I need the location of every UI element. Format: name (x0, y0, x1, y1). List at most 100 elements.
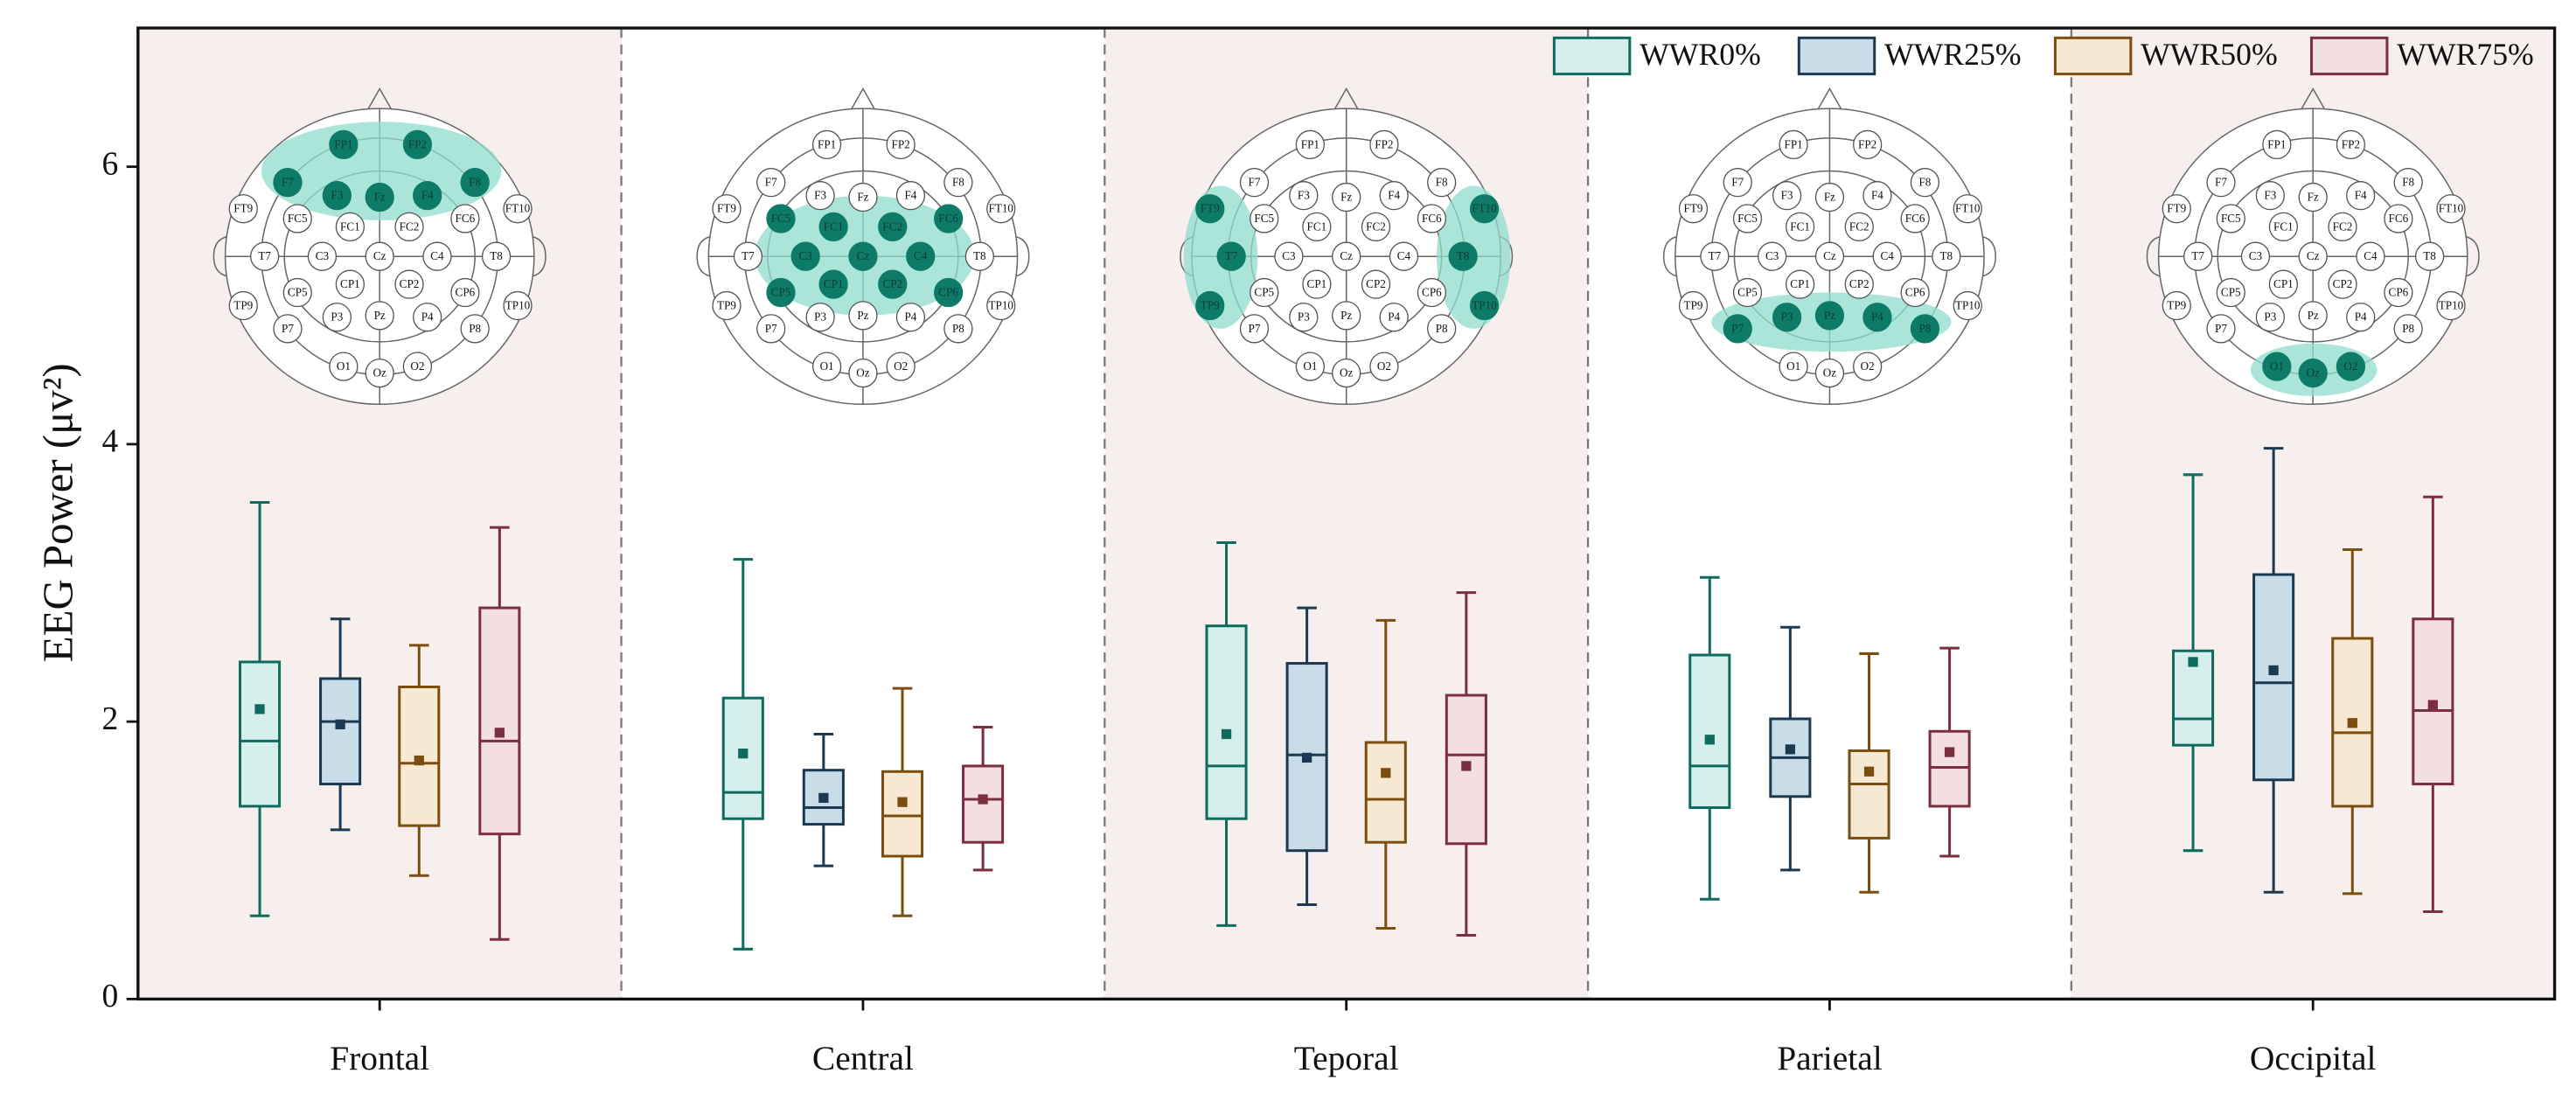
electrode-label: F3 (1298, 189, 1310, 202)
electrode-label: CP5 (2221, 285, 2241, 298)
electrode (1786, 212, 1815, 241)
electrode (1369, 129, 1399, 160)
electrode-label: CP2 (882, 277, 902, 290)
electrode-label: F8 (952, 176, 964, 189)
electrode-label: O2 (1377, 359, 1391, 373)
mean-marker (2347, 718, 2357, 728)
electrode (2268, 269, 2299, 299)
mean-marker (494, 728, 505, 738)
electrode (934, 277, 964, 308)
electrode (228, 290, 258, 321)
head-nose (1333, 87, 1361, 113)
electrode (1910, 168, 1940, 198)
electrode-label: FT10 (989, 202, 1014, 215)
electrode (1732, 277, 1763, 308)
electrode-label: F7 (2215, 176, 2227, 189)
electrode (1417, 204, 1447, 233)
electrode-label: Oz (373, 366, 386, 380)
electrode-label: T8 (490, 249, 503, 262)
electrode (1814, 358, 1845, 388)
electrode (450, 204, 480, 233)
head-nose (849, 87, 877, 113)
box (238, 660, 282, 808)
electrode-label: CP5 (771, 285, 791, 298)
electrode (906, 241, 936, 271)
electrode (365, 241, 394, 271)
electrode-label: FC2 (2333, 220, 2353, 233)
electrode (2336, 352, 2366, 381)
electrode-label: FP2 (892, 137, 910, 150)
mean-marker (818, 792, 829, 804)
head-ear (2146, 235, 2161, 277)
electrode (805, 181, 835, 211)
electrode (2414, 241, 2445, 271)
mean-marker (1704, 735, 1715, 745)
electrode (1723, 168, 1752, 198)
electrode-label: F4 (1388, 189, 1400, 202)
electrode-label: FP2 (408, 137, 427, 150)
electrode-label: TP9 (1684, 299, 1703, 312)
electrode (2384, 204, 2413, 233)
electrode-label: F7 (765, 176, 777, 189)
electrode (1332, 182, 1361, 213)
electrode (2255, 181, 2285, 211)
electrode-label: CP2 (1366, 277, 1386, 290)
electrode (282, 277, 312, 308)
electrode (1910, 314, 1940, 344)
electrode (1379, 303, 1409, 332)
legend-label: WWR0% (1640, 37, 1761, 72)
electrode-label: FC6 (938, 212, 958, 225)
electrode (1332, 358, 1361, 388)
electrode (2298, 358, 2328, 388)
electrode (2393, 314, 2423, 344)
electrode (1379, 181, 1409, 211)
electrode-label: Fz (1824, 191, 1835, 204)
electrode-label: P8 (1436, 322, 1448, 335)
electrode (365, 358, 394, 388)
electrode-label: F4 (2355, 189, 2367, 202)
electrode (895, 181, 926, 211)
electrode-label: Pz (2308, 309, 2319, 322)
head-map: FP1 FP2 F7 F3 Fz F4 F8 FT9 FC5 FC1 FC2 FC6 FT10 T7 C3 C… (1662, 87, 1996, 406)
electrode-label: O1 (2270, 359, 2284, 373)
electrode (1700, 241, 1730, 271)
electrode-label: C4 (914, 249, 928, 262)
electrode-label: P8 (1918, 322, 1931, 335)
electrode-label: C3 (2249, 249, 2263, 262)
head-ear (696, 235, 711, 277)
electrode (460, 314, 490, 344)
electrode (733, 241, 763, 271)
electrode-label: FC6 (1905, 212, 1925, 225)
electrode-label: CP1 (1307, 277, 1327, 290)
electrode (1723, 314, 1752, 344)
electrode (1302, 212, 1332, 241)
electrode (1427, 168, 1457, 198)
electrode-label: FP1 (1785, 137, 1803, 150)
electrode (886, 129, 916, 160)
electrode-label: FT10 (1955, 202, 1981, 215)
electrode (335, 269, 366, 299)
electrode (1814, 241, 1845, 271)
electrode (1469, 194, 1500, 224)
electrode-label: CP6 (1422, 285, 1442, 298)
head-ear (1015, 235, 1030, 277)
box (1205, 624, 1248, 820)
electrode (1853, 352, 1883, 381)
electrode-label: CP1 (340, 277, 360, 290)
electrode (1900, 204, 1930, 233)
electrode-label: FT9 (717, 202, 736, 215)
electrode (2206, 168, 2236, 198)
mean-marker (1461, 761, 1472, 771)
x-tick-label: Teporal (1294, 1039, 1399, 1077)
electrode (2262, 352, 2292, 381)
mean-marker (1785, 744, 1795, 755)
legend-label: WWR25% (1884, 37, 2022, 72)
electrode-label: FC5 (2221, 212, 2241, 225)
electrode (1732, 204, 1763, 233)
head-map: FP1 FP2 F7 F3 Fz F4 F8 FT9 FC5 FC1 FC2 FC6 FT10 T7 C3 C… (212, 87, 547, 406)
electrode (1427, 314, 1457, 344)
electrode (811, 129, 842, 160)
y-tick-label: 6 (101, 146, 118, 182)
electrode-label: TP9 (717, 299, 736, 312)
electrode (450, 277, 480, 308)
